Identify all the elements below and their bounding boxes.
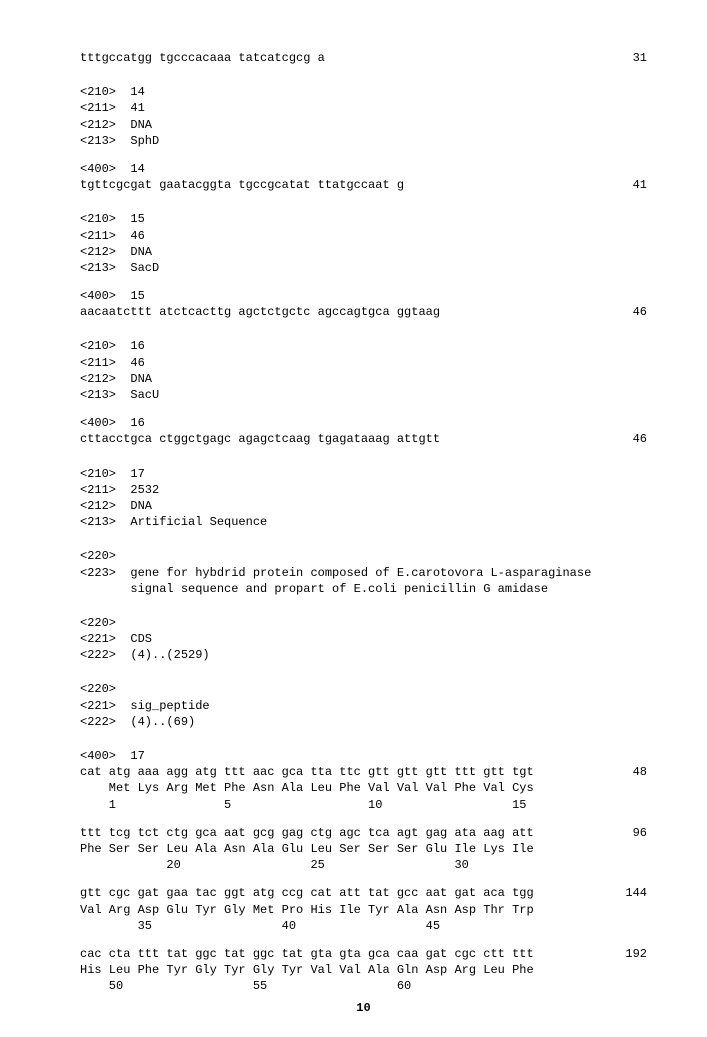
hdr: <220>	[80, 615, 647, 631]
aa-line: His Leu Phe Tyr Gly Tyr Gly Tyr Val Val …	[80, 962, 647, 978]
pos-line: 50 55 60	[80, 978, 647, 994]
hdr: <213> SacD	[80, 260, 647, 276]
pos-line: 1 5 10 15	[80, 797, 647, 813]
hdr: <213> SacU	[80, 387, 647, 403]
hdr: <223> gene for hybdrid protein composed …	[80, 565, 647, 581]
hdr: <210> 15	[80, 211, 647, 227]
seq-text: aacaatcttt atctcacttg agctctgctc agccagt…	[80, 304, 440, 320]
hdr: <211> 41	[80, 100, 647, 116]
page-number: 10	[80, 1000, 647, 1016]
entry-17-seq: <400> 17 cat atg aaa agg atg ttt aac gca…	[80, 748, 647, 994]
codon-row: cat atg aaa agg atg ttt aac gca tta ttc …	[80, 764, 647, 780]
tag: <400> 14	[80, 161, 647, 177]
codon-row: ttt tcg tct ctg gca aat gcg gag ctg agc …	[80, 825, 647, 841]
entry-16: <210> 16 <211> 46 <212> DNA <213> SacU <…	[80, 338, 647, 447]
hdr: <221> sig_peptide	[80, 698, 647, 714]
seq-line: tgttcgcgat gaatacggta tgccgcatat ttatgcc…	[80, 177, 647, 193]
pos-line: 20 25 30	[80, 857, 647, 873]
seq-line: cttacctgca ctggctgagc agagctcaag tgagata…	[80, 431, 647, 447]
nuc-line: cac cta ttt tat ggc tat ggc tat gta gta …	[80, 946, 534, 962]
seq-num: 48	[607, 764, 647, 780]
aa-line: Val Arg Asp Glu Tyr Gly Met Pro His Ile …	[80, 902, 647, 918]
entry-17-header: <210> 17 <211> 2532 <212> DNA <213> Arti…	[80, 466, 647, 531]
hdr: <212> DNA	[80, 498, 647, 514]
hdr: <213> SphD	[80, 133, 647, 149]
hdr: <213> Artificial Sequence	[80, 514, 647, 530]
seq-num: 31	[607, 50, 647, 66]
codon-row: cac cta ttt tat ggc tat ggc tat gta gta …	[80, 946, 647, 962]
tag: <400> 16	[80, 415, 647, 431]
hdr: <211> 46	[80, 228, 647, 244]
seq-text: cttacctgca ctggctgagc agagctcaag tgagata…	[80, 431, 440, 447]
hdr: <210> 16	[80, 338, 647, 354]
tag: <400> 15	[80, 288, 647, 304]
hdr: <212> DNA	[80, 371, 647, 387]
nuc-line: cat atg aaa agg atg ttt aac gca tta ttc …	[80, 764, 534, 780]
aa-line: Met Lys Arg Met Phe Asn Ala Leu Phe Val …	[80, 780, 647, 796]
seq-num: 46	[607, 304, 647, 320]
entry-17-feature3: <220> <221> sig_peptide <222> (4)..(69)	[80, 681, 647, 730]
seq-num: 96	[607, 825, 647, 841]
seq-num: 46	[607, 431, 647, 447]
hdr: <211> 2532	[80, 482, 647, 498]
hdr: <222> (4)..(2529)	[80, 647, 647, 663]
hdr: signal sequence and propart of E.coli pe…	[80, 581, 647, 597]
seq-num: 192	[607, 946, 647, 962]
seq-num: 41	[607, 177, 647, 193]
entry-15: <210> 15 <211> 46 <212> DNA <213> SacD <…	[80, 211, 647, 320]
aa-line: Phe Ser Ser Leu Ala Asn Ala Glu Leu Ser …	[80, 841, 647, 857]
entry-17-feature1: <220> <223> gene for hybdrid protein com…	[80, 548, 647, 597]
nuc-line: gtt cgc gat gaa tac ggt atg ccg cat att …	[80, 885, 534, 901]
hdr: <212> DNA	[80, 117, 647, 133]
seq-num: 144	[607, 885, 647, 901]
hdr: <211> 46	[80, 355, 647, 371]
seq-text: tgttcgcgat gaatacggta tgccgcatat ttatgcc…	[80, 177, 404, 193]
pos-line: 35 40 45	[80, 918, 647, 934]
hdr: <220>	[80, 548, 647, 564]
entry-17-feature2: <220> <221> CDS <222> (4)..(2529)	[80, 615, 647, 664]
hdr: <210> 17	[80, 466, 647, 482]
tag: <400> 17	[80, 748, 647, 764]
entry-14: <210> 14 <211> 41 <212> DNA <213> SphD <…	[80, 84, 647, 193]
hdr: <221> CDS	[80, 631, 647, 647]
hdr: <210> 14	[80, 84, 647, 100]
nuc-line: ttt tcg tct ctg gca aat gcg gag ctg agc …	[80, 825, 534, 841]
seq-text: tttgccatgg tgcccacaaa tatcatcgcg a	[80, 50, 325, 66]
hdr: <220>	[80, 681, 647, 697]
seq-line: aacaatcttt atctcacttg agctctgctc agccagt…	[80, 304, 647, 320]
hdr: <212> DNA	[80, 244, 647, 260]
hdr: <222> (4)..(69)	[80, 714, 647, 730]
codon-row: gtt cgc gat gaa tac ggt atg ccg cat att …	[80, 885, 647, 901]
seq-line-top: tttgccatgg tgcccacaaa tatcatcgcg a 31	[80, 50, 647, 66]
